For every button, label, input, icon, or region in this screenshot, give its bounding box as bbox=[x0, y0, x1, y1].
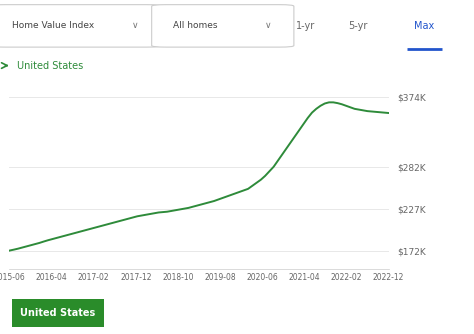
Text: United States: United States bbox=[17, 60, 83, 70]
FancyBboxPatch shape bbox=[152, 5, 294, 47]
Text: ∨: ∨ bbox=[132, 21, 138, 30]
FancyBboxPatch shape bbox=[0, 5, 161, 47]
Text: 5-yr: 5-yr bbox=[348, 21, 367, 31]
Text: ∨: ∨ bbox=[264, 21, 271, 30]
Text: Home Value Index: Home Value Index bbox=[12, 21, 94, 30]
Text: 1-yr: 1-yr bbox=[296, 21, 315, 31]
Text: Max: Max bbox=[414, 21, 434, 31]
Text: All homes: All homes bbox=[173, 21, 218, 30]
Text: United States: United States bbox=[20, 308, 96, 318]
